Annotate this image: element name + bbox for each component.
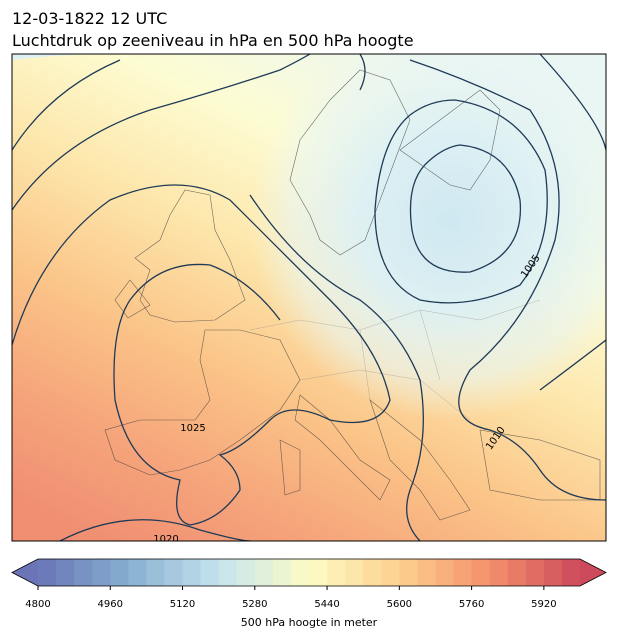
colorbar-bin xyxy=(74,559,93,586)
coastline xyxy=(369,399,471,521)
colorbar-bin xyxy=(381,559,400,586)
contour-label: 1025 xyxy=(180,423,205,434)
colorbar-bin xyxy=(345,559,364,586)
colorbar-bin xyxy=(309,559,328,586)
colorbar-bin xyxy=(290,559,310,586)
colorbar-bin xyxy=(272,559,292,586)
map-frame xyxy=(11,53,607,542)
colorbar-tick-label: 4800 xyxy=(25,599,50,610)
colorbar-bin xyxy=(200,559,220,586)
map: 1025 1020 1005 1010 xyxy=(12,54,606,545)
colorbar-tick-label: 5760 xyxy=(459,599,484,610)
isobar xyxy=(539,54,606,391)
colorbar-bin xyxy=(453,559,473,586)
isobar xyxy=(12,184,391,526)
coastline xyxy=(104,329,301,476)
coastline xyxy=(294,394,391,501)
colorbar-bin xyxy=(471,559,491,586)
colorbar-tick-label: 5440 xyxy=(314,599,339,610)
colorbar-bin xyxy=(56,559,75,586)
colorbar-bin xyxy=(543,559,563,586)
isobar xyxy=(374,99,548,304)
colorbar-label: 500 hPa hoogte in meter xyxy=(241,616,378,629)
isobar xyxy=(249,194,424,541)
colorbar-bin xyxy=(435,559,455,586)
colorbar-tick-label: 5120 xyxy=(170,599,195,610)
colorbar-bin xyxy=(254,559,274,586)
colorbar-bin xyxy=(363,559,382,586)
colorbar-bin xyxy=(128,559,147,586)
isobar xyxy=(59,519,251,541)
colorbar-bin xyxy=(110,559,129,586)
low-pressure-area xyxy=(12,54,606,541)
colorbar-bin xyxy=(327,559,346,586)
colorbar-bin xyxy=(182,559,202,586)
border xyxy=(249,299,541,421)
colorbar-tick-label: 5920 xyxy=(531,599,556,610)
map-title: Luchtdruk op zeeniveau in hPa en 500 hPa… xyxy=(12,31,414,50)
colorbar: 4800 4960 5120 5280 5440 5600 5760 5920 xyxy=(11,558,607,610)
isobar xyxy=(12,54,311,211)
coastline xyxy=(289,69,411,256)
colorbar-bin xyxy=(507,559,527,586)
contour-label: 1020 xyxy=(153,534,178,545)
isobar xyxy=(12,59,121,151)
colorbar-extend-low xyxy=(12,559,38,586)
date-title: 12-03-1822 12 UTC xyxy=(12,9,167,28)
colorbar-bin xyxy=(38,559,57,586)
colorbar-bin xyxy=(236,559,256,586)
nw-cold-area xyxy=(12,54,110,60)
colorbar-bin xyxy=(489,559,509,586)
coastline xyxy=(399,89,501,191)
colorbar-bin xyxy=(561,559,581,586)
colorbar-bin xyxy=(525,559,545,586)
colorbar-extend-high xyxy=(580,559,606,586)
coastline xyxy=(114,279,151,319)
colorbar-outline xyxy=(11,558,607,587)
colorbar-bin xyxy=(164,559,184,586)
colorbar-tick-label: 5600 xyxy=(387,599,412,610)
coastline xyxy=(134,189,246,323)
colorbar-tick-label: 4960 xyxy=(98,599,123,610)
colorbar-tick-label: 5280 xyxy=(242,599,267,610)
isobar xyxy=(409,144,522,273)
colorbar-bin xyxy=(399,559,418,586)
colorbar-bin xyxy=(218,559,238,586)
colorbar-bin xyxy=(146,559,165,586)
colorbar-bin xyxy=(417,559,436,586)
coastline xyxy=(279,439,301,496)
isobar xyxy=(359,54,606,501)
colorbar-bin xyxy=(92,559,111,586)
